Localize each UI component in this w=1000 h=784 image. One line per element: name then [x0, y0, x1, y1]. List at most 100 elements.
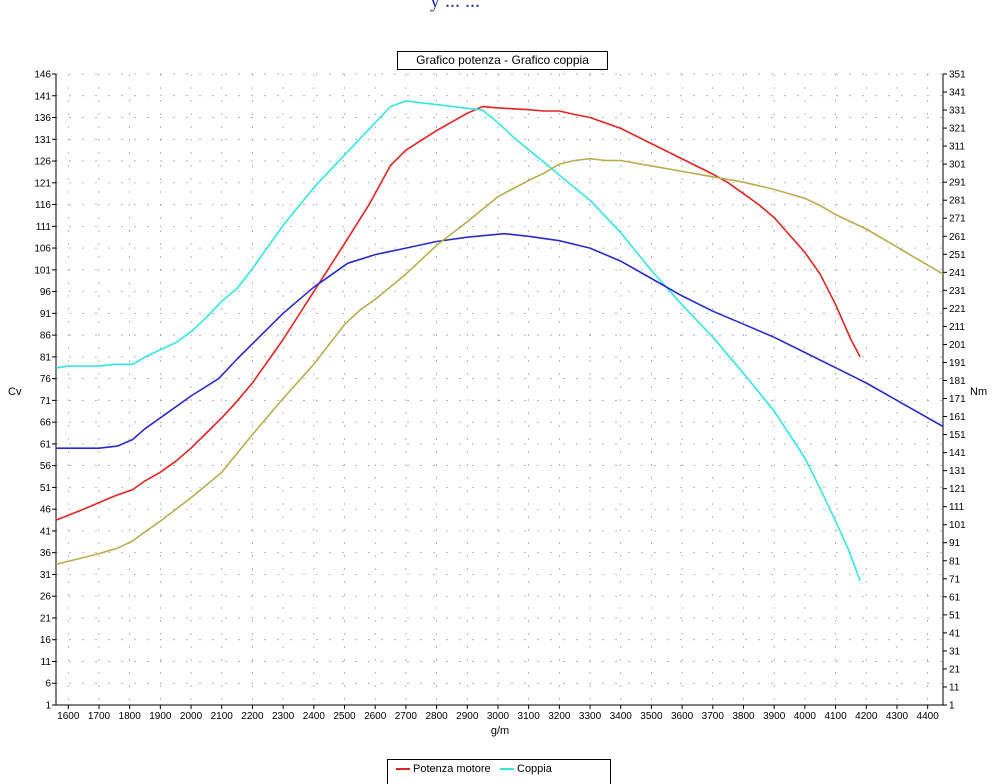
- x-tick-label: 4000: [794, 711, 817, 722]
- x-tick-label: 4100: [824, 711, 847, 722]
- x-tick-label: 3900: [763, 711, 786, 722]
- y-left-tick-label: 141: [34, 91, 51, 102]
- y-left-tick-label: 101: [34, 265, 51, 276]
- y-left-tick-label: 21: [40, 613, 52, 624]
- y-axis-label-left: Cv: [8, 386, 22, 398]
- series-layer: [55, 100, 944, 581]
- x-tick-label: 3700: [702, 711, 725, 722]
- y-left-tick-label: 41: [40, 526, 52, 537]
- y-left-tick-label: 146: [34, 70, 51, 81]
- y-left-tick-label: 11: [41, 657, 52, 668]
- y-right-tick-label: 281: [949, 196, 966, 207]
- y-left-tick-label: 51: [40, 483, 52, 494]
- y-right-tick-label: 211: [949, 322, 965, 333]
- y-right-tick-label: 91: [949, 538, 961, 549]
- y-right-tick-label: 351: [949, 70, 966, 81]
- series-line-potenza-motore: [55, 105, 861, 521]
- x-tick-label: 1900: [149, 711, 172, 722]
- y-left-tick-label: 116: [35, 200, 51, 211]
- y-left-tick-label: 96: [40, 287, 52, 298]
- y-right-tick-label: 21: [949, 664, 961, 675]
- y-right-tick-label: 41: [949, 628, 961, 639]
- y-left-tick-label: 16: [40, 635, 52, 646]
- chart-title: Grafico potenza - Grafico coppia: [397, 51, 608, 70]
- y-left-tick-label: 31: [40, 570, 52, 581]
- x-tick-label: 2100: [211, 711, 234, 722]
- y-right-tick-label: 271: [949, 214, 966, 225]
- legend-item-coppia: Coppia: [500, 763, 552, 775]
- y-right-tick-label: 31: [949, 646, 961, 657]
- y-right-tick-label: 201: [949, 340, 966, 351]
- y-right-tick-label: 241: [949, 268, 966, 279]
- x-tick-label: 3200: [548, 711, 571, 722]
- y-right-tick-label: 1: [949, 701, 955, 712]
- y-right-tick-label: 141: [949, 448, 966, 459]
- y-left-tick-label: 71: [40, 396, 52, 407]
- y-left-tick-label: 26: [40, 592, 52, 603]
- y-left-tick-label: 111: [36, 222, 52, 233]
- x-tick-label: 2500: [333, 711, 356, 722]
- y-left-tick-label: 66: [40, 418, 52, 429]
- y-right-tick-label: 221: [949, 304, 966, 315]
- y-right-tick-label: 151: [949, 430, 966, 441]
- y-left-tick-label: 46: [40, 505, 52, 516]
- header-fragment: y ... ...: [430, 0, 480, 12]
- y-left-tick-label: 121: [34, 178, 51, 189]
- y-left-tick-label: 86: [40, 331, 52, 342]
- series-line-coppia: [55, 100, 861, 581]
- y-left-tick-label: 131: [34, 135, 51, 146]
- y-left-tick-label: 81: [40, 352, 52, 363]
- x-tick-label: 4400: [917, 711, 940, 722]
- y-right-tick-label: 321: [949, 124, 966, 135]
- x-tick-label: 4200: [855, 711, 878, 722]
- legend: Potenza motore Coppia: [387, 759, 611, 784]
- y-right-tick-label: 191: [949, 358, 966, 369]
- y-left-tick-label: 1: [45, 701, 51, 712]
- y-left-tick-label: 106: [34, 244, 51, 255]
- y-right-tick-label: 121: [949, 484, 966, 495]
- legend-label: Potenza motore: [413, 763, 491, 775]
- x-tick-label: 3800: [732, 711, 755, 722]
- y-right-tick-label: 341: [949, 88, 966, 99]
- axes-layer: 1600 1700 1800 1900 2000 2100 2200 2300 2400 2500…: [34, 70, 966, 723]
- y-left-tick-label: 6: [45, 679, 51, 690]
- y-left-tick-label: 56: [40, 461, 52, 472]
- x-tick-label: 1800: [119, 711, 142, 722]
- y-left-tick-label: 136: [34, 113, 51, 124]
- y-right-tick-label: 171: [949, 394, 966, 405]
- y-right-tick-label: 161: [949, 412, 966, 423]
- x-tick-label: 3000: [487, 711, 510, 722]
- x-axis-label: g/m: [491, 725, 509, 737]
- x-tick-label: 2300: [272, 711, 295, 722]
- y-right-tick-label: 11: [949, 682, 960, 693]
- y-right-tick-label: 331: [949, 106, 966, 117]
- legend-item-potenza: Potenza motore: [396, 763, 491, 775]
- x-tick-label: 3400: [610, 711, 633, 722]
- x-tick-label: 2900: [456, 711, 479, 722]
- y-right-tick-label: 51: [949, 610, 961, 621]
- x-tick-label: 3300: [579, 711, 602, 722]
- x-tick-label: 2600: [364, 711, 387, 722]
- legend-label: Coppia: [517, 763, 552, 775]
- label-layer: Cv Nm g/m: [8, 386, 987, 737]
- series-line-series-4: [55, 157, 944, 566]
- x-tick-label: 3100: [518, 711, 541, 722]
- y-left-tick-label: 36: [40, 548, 52, 559]
- x-tick-label: 4300: [886, 711, 909, 722]
- x-tick-label: 1700: [88, 711, 111, 722]
- y-right-tick-label: 311: [949, 142, 965, 153]
- y-left-tick-label: 61: [40, 439, 52, 450]
- y-right-tick-label: 181: [949, 376, 966, 387]
- legend-swatch-potenza: [396, 768, 410, 771]
- y-right-tick-label: 291: [949, 178, 966, 189]
- series-line-series-3: [56, 232, 944, 450]
- legend-swatch-coppia: [500, 768, 514, 771]
- x-tick-label: 2800: [425, 711, 448, 722]
- x-tick-label: 2000: [180, 711, 203, 722]
- y-right-tick-label: 261: [949, 232, 966, 243]
- y-left-tick-label: 126: [34, 157, 51, 168]
- y-right-tick-label: 111: [949, 502, 965, 513]
- grid-layer: [56, 73, 943, 706]
- x-tick-label: 2400: [303, 711, 326, 722]
